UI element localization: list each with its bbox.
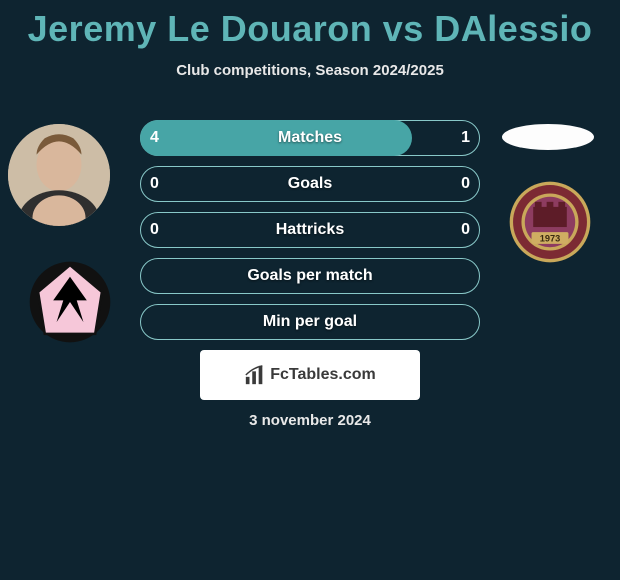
page-title: Jeremy Le Douaron vs DAlessio xyxy=(0,0,620,50)
stat-label: Matches xyxy=(140,120,480,156)
stat-row: Min per goal xyxy=(140,304,480,340)
bar-chart-icon xyxy=(244,364,266,386)
page-subtitle: Club competitions, Season 2024/2025 xyxy=(0,50,620,79)
right-badge-year: 1973 xyxy=(540,233,561,243)
stat-label: Hattricks xyxy=(140,212,480,248)
footer-date: 3 november 2024 xyxy=(0,412,620,429)
stat-label: Goals xyxy=(140,166,480,202)
left-club-badge xyxy=(28,260,112,344)
watermark-badge: FcTables.com xyxy=(200,350,420,400)
stat-row: 00Goals xyxy=(140,166,480,202)
left-player-photo xyxy=(8,124,110,226)
comparison-rows: 41Matches 00Goals 00Hattricks Goals per mat… xyxy=(140,120,480,350)
right-club-badge: 1973 xyxy=(508,180,592,264)
right-player-photo xyxy=(502,124,594,150)
stat-label: Goals per match xyxy=(140,258,480,294)
stat-row: Goals per match xyxy=(140,258,480,294)
stat-row: 00Hattricks xyxy=(140,212,480,248)
stat-row: 41Matches xyxy=(140,120,480,156)
stat-label: Min per goal xyxy=(140,304,480,340)
watermark-text: FcTables.com xyxy=(270,366,376,384)
